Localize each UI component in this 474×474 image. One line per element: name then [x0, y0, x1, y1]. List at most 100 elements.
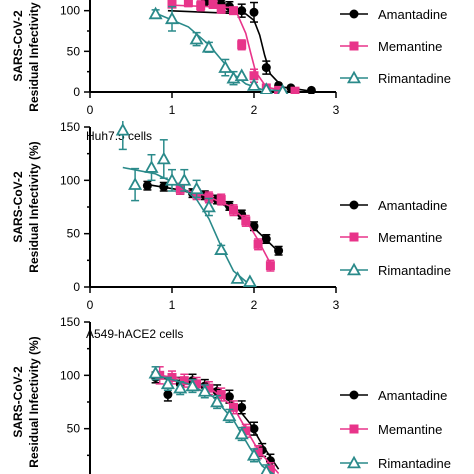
y-axis-label: SARS-CoV-2 [11, 10, 25, 82]
y-axis-label: SARS-CoV-2 [11, 171, 25, 243]
legend-label: Memantine [378, 39, 442, 54]
data-point [218, 60, 233, 73]
legend-marker [349, 232, 359, 242]
legend-marker [349, 41, 359, 51]
data-point [189, 31, 204, 45]
data-point [210, 394, 225, 408]
y-axis-label: Residual Infectivity (%) [27, 141, 41, 272]
legend-marker [346, 262, 362, 276]
data-point [229, 6, 238, 16]
data-point [196, 1, 206, 11]
data-point [229, 205, 238, 215]
x-tick-label: 0 [87, 298, 94, 312]
y-tick-label: 100 [60, 368, 80, 382]
data-point [249, 424, 259, 434]
data-point [241, 216, 251, 226]
data-point [249, 7, 259, 17]
data-point [156, 151, 171, 165]
chart-panel-3: A549-hACE2 cells SARS-CoV-2 Residual Infec… [11, 315, 451, 474]
data-point [216, 4, 226, 14]
legend-label: Amantadine [378, 198, 447, 213]
data-point [115, 122, 130, 136]
data-point [253, 447, 263, 457]
panel-title: Huh7.5 cells [86, 129, 152, 143]
data-point [167, 0, 177, 9]
y-tick-label: 150 [60, 120, 80, 134]
y-axis-label: SARS-CoV-2 [11, 366, 25, 438]
data-point [142, 181, 152, 191]
y-tick-label: 50 [67, 44, 81, 58]
data-point [179, 376, 189, 386]
x-tick-label: 1 [169, 298, 176, 312]
x-tick-label: 3 [333, 298, 340, 312]
panel-title: A549-hACE2 cells [86, 327, 183, 341]
x-tick-label: 0 [87, 103, 94, 117]
data-point [175, 184, 185, 194]
data-point [230, 271, 245, 284]
chart-panel-2: Huh7.5 cells SARS-CoV-2 Residual Infectivi… [11, 120, 451, 312]
data-point [234, 68, 249, 82]
data-point [183, 0, 193, 8]
legend-marker [349, 200, 359, 210]
series-rimantadine [148, 5, 289, 94]
y-tick-label: 0 [73, 85, 80, 99]
data-point [164, 172, 180, 186]
data-point [241, 426, 251, 436]
data-point [177, 172, 192, 186]
y-tick-label: 100 [60, 4, 80, 18]
x-tick-label: 3 [333, 103, 340, 117]
fit-curve [155, 12, 287, 92]
data-point [216, 390, 226, 400]
data-point [201, 199, 216, 213]
y-tick-label: 50 [67, 227, 81, 241]
data-point [185, 378, 200, 392]
legend-marker [349, 390, 359, 400]
data-point [274, 246, 284, 256]
data-point [246, 78, 262, 91]
data-point [306, 85, 316, 94]
legend-label: Rimantadine [378, 456, 451, 471]
data-point [259, 82, 273, 94]
data-point [204, 192, 214, 202]
data-point [224, 392, 234, 402]
y-axis-label: Residual Infectivity (%) [27, 0, 41, 112]
data-point [216, 195, 226, 205]
data-point [189, 181, 204, 195]
legend-label: Rimantadine [378, 71, 451, 86]
data-point [249, 71, 259, 81]
data-point [260, 463, 272, 474]
data-point [237, 402, 247, 412]
x-tick-label: 2 [251, 298, 258, 312]
legend-label: Amantadine [378, 7, 447, 22]
y-tick-label: 0 [73, 280, 80, 294]
data-point [201, 39, 216, 53]
data-point [237, 40, 247, 50]
series-memantine [155, 366, 280, 474]
data-point [261, 234, 271, 244]
data-point [261, 63, 271, 73]
data-point [242, 274, 257, 287]
legend-marker [346, 455, 362, 469]
data-point [265, 261, 275, 271]
data-point [148, 365, 163, 379]
data-point [164, 11, 180, 25]
data-point [237, 6, 247, 16]
data-point [148, 6, 163, 20]
legend-label: Amantadine [378, 388, 447, 403]
data-point [167, 372, 177, 382]
x-tick-label: 2 [251, 103, 258, 117]
series-rimantadine [148, 365, 275, 474]
plot-area [148, 365, 280, 474]
y-tick-label: 150 [60, 315, 80, 329]
x-tick-label: 1 [169, 103, 176, 117]
y-tick-label: 100 [60, 173, 80, 187]
legend-marker [349, 424, 359, 434]
data-point [204, 383, 214, 393]
legend-label: Memantine [378, 230, 442, 245]
fit-curve [122, 166, 251, 286]
data-point [160, 376, 175, 390]
data-point [222, 408, 237, 422]
y-axis-label: Residual Infectivity (%) [27, 336, 41, 467]
data-point [229, 402, 238, 412]
